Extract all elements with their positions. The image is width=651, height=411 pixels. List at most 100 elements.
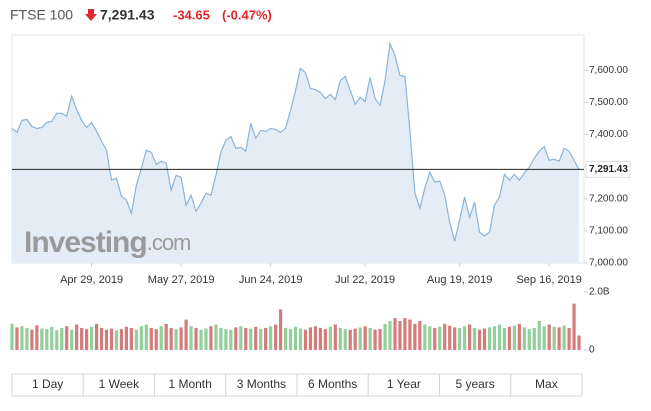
volume-bar: [189, 326, 193, 350]
volume-bar: [562, 325, 566, 350]
volume-bar: [298, 328, 303, 350]
volume-bar: [65, 326, 69, 350]
volume-bar: [288, 329, 293, 350]
range-button-bg: [510, 373, 583, 397]
volume-bar: [254, 326, 258, 350]
volume-bar: [184, 319, 188, 350]
x-tick-label: Jul 22, 2019: [335, 274, 395, 286]
volume-bar: [50, 326, 54, 350]
volume-bar: [358, 327, 362, 350]
volume-bar: [293, 326, 298, 350]
y-tick-label: 7,500.00: [589, 97, 628, 108]
watermark-suffix: .com: [147, 230, 191, 255]
volume-bar: [313, 326, 318, 350]
volume-bar: [492, 326, 497, 350]
x-tick-label: May 27, 2019: [148, 274, 215, 286]
volume-bar: [269, 326, 273, 350]
range-button-label[interactable]: 1 Week: [99, 377, 140, 391]
volume-bar: [15, 327, 19, 350]
volume-bar: [423, 324, 427, 350]
change-percent: (-0.47%): [222, 7, 272, 22]
volume-bar: [219, 327, 223, 350]
range-button[interactable]: 5 years: [439, 373, 512, 397]
volume-bar: [244, 327, 248, 350]
volume-bar: [363, 326, 367, 350]
volume-bar: [542, 326, 546, 350]
volume-bar: [274, 324, 278, 350]
price-area: [12, 43, 580, 263]
watermark-brand: Investing: [24, 226, 147, 259]
volume-bar: [448, 325, 452, 350]
volume-bar: [522, 327, 526, 350]
volume-bar: [318, 327, 322, 350]
volume-bar: [45, 329, 49, 350]
volume-bar: [89, 326, 94, 350]
volume-bar: [343, 329, 347, 350]
volume-bar: [204, 328, 208, 350]
volume-bar: [70, 329, 74, 350]
x-tick-label: Sep 16, 2019: [516, 274, 581, 286]
range-button-label[interactable]: 6 Months: [308, 377, 357, 391]
range-button[interactable]: 1 Year: [367, 373, 440, 397]
volume-bar: [333, 324, 337, 350]
range-button-label[interactable]: 3 Months: [237, 377, 286, 391]
volume-bar: [577, 335, 581, 350]
volume-bar: [453, 327, 457, 350]
volume-bar: [229, 329, 233, 350]
volume-bar: [468, 324, 472, 350]
volume-bar: [378, 329, 382, 350]
volume-bar: [303, 329, 308, 350]
volume-bar: [512, 325, 516, 350]
volume-bar: [323, 329, 327, 350]
range-button-label[interactable]: 1 Month: [168, 377, 211, 391]
volume-bar: [567, 327, 571, 350]
volume-bar: [159, 326, 163, 350]
watermark: Investing.com: [24, 226, 190, 259]
x-tick-label: Aug 19, 2019: [427, 274, 492, 286]
volume-bar: [30, 329, 34, 350]
volume-bar: [507, 326, 511, 350]
range-button-label[interactable]: Max: [535, 377, 558, 391]
range-button[interactable]: 3 Months: [225, 373, 298, 397]
volume-bar: [572, 303, 576, 350]
volume-bar: [259, 329, 263, 350]
volume-bar: [249, 328, 253, 350]
range-button[interactable]: 1 Day: [11, 373, 84, 397]
volume-bar: [403, 318, 407, 350]
volume-bar: [75, 324, 79, 350]
volume-bar: [194, 327, 198, 350]
volume-bar: [477, 329, 482, 350]
volume-bar: [438, 326, 442, 350]
volume-bar: [114, 330, 119, 350]
volume-bar: [328, 326, 332, 350]
volume-bar: [547, 324, 551, 350]
range-button[interactable]: 1 Week: [82, 373, 155, 397]
y-tick-label: 7,000.00: [589, 258, 628, 269]
volume-bar: [94, 323, 99, 350]
volume-bar: [129, 327, 133, 350]
range-button[interactable]: Max: [510, 373, 583, 397]
volume-bar: [55, 330, 59, 350]
down-arrow-icon: [85, 9, 97, 21]
volume-bar: [443, 323, 447, 350]
volume-bar: [497, 324, 502, 350]
volume-bar: [124, 326, 128, 350]
volume-bar: [20, 326, 24, 350]
volume-bar: [398, 321, 402, 350]
index-name: FTSE 100: [10, 7, 73, 23]
range-button[interactable]: 6 Months: [296, 373, 369, 397]
range-button-label[interactable]: 1 Day: [32, 377, 63, 391]
volume-bar: [179, 327, 183, 350]
range-button[interactable]: 1 Month: [154, 373, 227, 397]
volume-bar: [209, 326, 213, 350]
x-tick-label: Jun 24, 2019: [239, 274, 303, 286]
range-button-label[interactable]: 1 Year: [387, 377, 421, 391]
volume-bar: [388, 321, 392, 350]
volume-bar: [502, 327, 507, 350]
price-line: [11, 41, 580, 242]
range-button-label[interactable]: 5 years: [455, 377, 494, 391]
last-price-tag-label: 7,291.43: [589, 164, 628, 175]
volume-bar: [472, 327, 477, 350]
volume-bar: [40, 328, 44, 350]
